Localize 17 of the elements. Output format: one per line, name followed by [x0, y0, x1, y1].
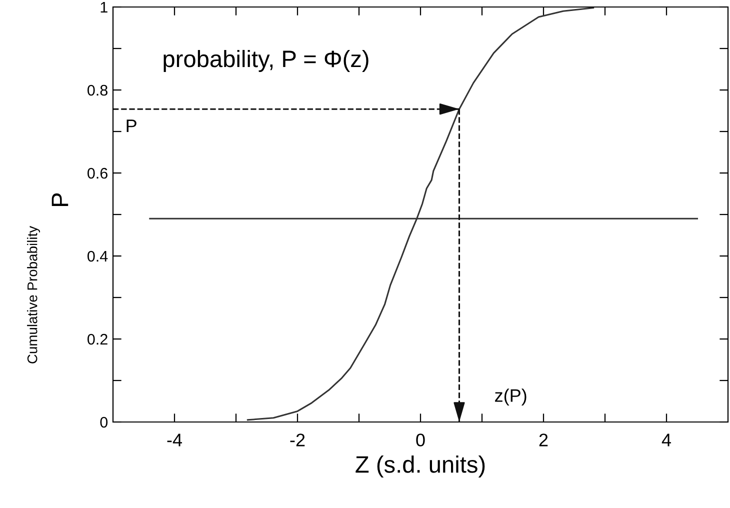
y-tick-label: 0.4 — [88, 250, 108, 262]
x-tick-label: 4 — [662, 434, 671, 446]
x-tick-label: 2 — [539, 434, 548, 446]
x-tick-label: 0 — [416, 434, 425, 446]
y-tick-label: 0.2 — [88, 334, 108, 345]
x-tick-label: -4 — [167, 434, 182, 446]
x-axis-title: Z (s.d. units) — [356, 456, 485, 478]
annotation: probability, P = Φ(z) — [164, 50, 368, 72]
text: P — [52, 193, 68, 206]
annotation: P — [126, 120, 136, 132]
y-tick-label: 1 — [100, 2, 108, 13]
y-axis-title: Cumulative Probability — [27, 226, 40, 364]
y-tick-label: 0 — [100, 416, 108, 428]
y-tick-label: 0.6 — [88, 168, 108, 179]
x-tick-label: -2 — [290, 434, 305, 446]
annotation: z(P) — [495, 388, 526, 406]
y-tick-label: 0.8 — [88, 84, 108, 96]
